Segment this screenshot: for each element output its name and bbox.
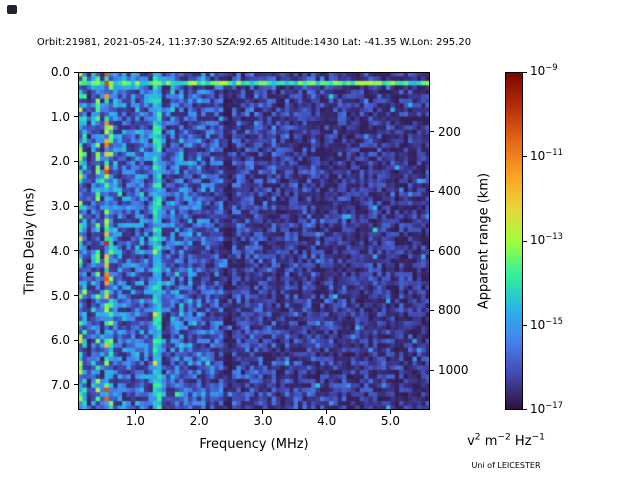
colorbar-tick-label: 10−13 [530, 231, 563, 247]
credit-text: Uni of LEICESTER [471, 461, 541, 470]
y-tick-label: 7.0 [50, 377, 70, 392]
x-tick-mark [134, 410, 136, 414]
spectrogram-heatmap [78, 72, 430, 410]
y-tick-label: 2.0 [50, 154, 70, 169]
colorbar [505, 72, 523, 410]
range-tick-label: 200 [438, 124, 461, 139]
y-tick-label: 5.0 [50, 288, 70, 303]
y-tick-mark [74, 116, 78, 118]
range-tick-mark [430, 131, 434, 133]
range-tick-mark [430, 309, 434, 311]
y-tick-mark [74, 250, 78, 252]
y-tick-mark [74, 71, 78, 73]
x-axis-label: Frequency (MHz) [199, 437, 309, 452]
y-tick-label: 1.0 [50, 109, 70, 124]
range-tick-label: 800 [438, 303, 461, 318]
range-tick-mark [430, 369, 434, 371]
x-tick-mark [389, 410, 391, 414]
colorbar-tick-label: 10−17 [530, 400, 563, 416]
y-tick-mark [74, 205, 78, 207]
y-tick-label: 0.0 [50, 65, 70, 79]
x-tick-label: 4.0 [317, 414, 337, 428]
colorbar-tick-mark [523, 325, 527, 326]
y-axis-label-right: Apparent range (km) [476, 172, 492, 310]
x-tick-mark [326, 410, 328, 414]
colorbar-tick-mark [523, 240, 527, 242]
y-tick-mark [74, 160, 78, 162]
colorbar-tick-label: 10−15 [530, 315, 563, 332]
colorbar-tick-label: 10−11 [530, 146, 563, 163]
x-tick-mark [198, 410, 200, 414]
y-tick-mark [74, 339, 78, 341]
range-tick-label: 400 [438, 184, 461, 199]
x-tick-label: 2.0 [189, 414, 209, 428]
range-tick-mark [430, 190, 434, 192]
y-tick-label: 3.0 [50, 199, 70, 214]
y-tick-label: 4.0 [50, 243, 70, 258]
y-tick-label: 6.0 [50, 333, 70, 348]
x-tick-label: 3.0 [253, 414, 273, 428]
x-tick-mark [262, 410, 264, 414]
colorbar-tick-label: 10−9 [530, 62, 558, 78]
range-tick-mark [430, 250, 434, 252]
colorbar-tick-mark [523, 71, 527, 73]
colorbar-units-label: v2 m−2 Hz−1 [467, 432, 545, 449]
app-icon-artifact [7, 5, 17, 14]
colorbar-tick-mark [523, 408, 527, 410]
y-tick-mark [74, 295, 78, 297]
colorbar-tick-mark [523, 156, 527, 157]
range-tick-label: 600 [438, 243, 461, 258]
y-axis-label-left: Time Delay (ms) [22, 187, 38, 295]
plot-title: Orbit:21981, 2021-05-24, 11:37:30 SZA:92… [36, 37, 472, 48]
x-tick-label: 1.0 [125, 414, 145, 428]
x-tick-label: 5.0 [380, 414, 400, 428]
range-tick-label: 1000 [438, 363, 469, 378]
y-tick-mark [74, 384, 78, 386]
